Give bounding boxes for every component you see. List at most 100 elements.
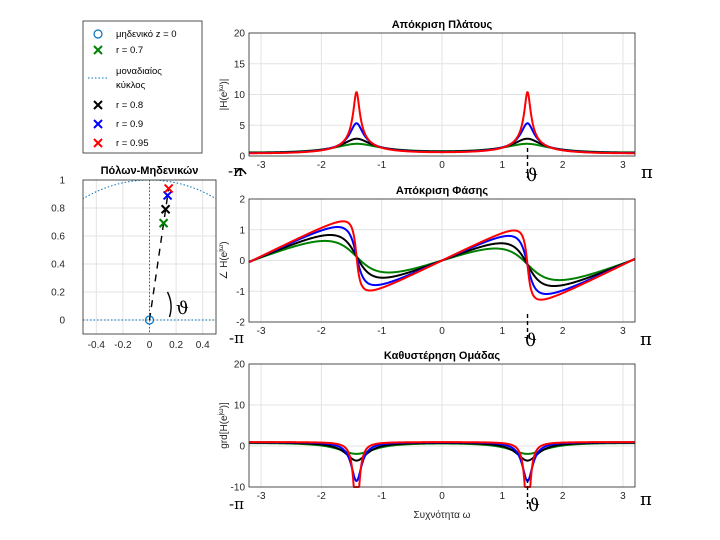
legend-item-unit-circle: μοναδιαίος κύκλος	[88, 66, 162, 91]
hand-pi-1: π	[641, 162, 653, 183]
hand-mark	[235, 168, 247, 175]
x-tick-label: 0	[439, 491, 445, 502]
y-tick-label: 1	[59, 176, 65, 187]
x-tick-label: -3	[257, 160, 266, 171]
plot-title: Απόκριση Φάσης	[396, 185, 488, 197]
hand-neg-pi-3: -π	[229, 495, 244, 513]
y-tick-label: 0.4	[51, 260, 65, 271]
legend-item-r09: r = 0.9	[93, 119, 143, 130]
phase-plot: -3 -2 -1 0 1 2 3 -2 -1 0 1 2 Απόκριση Φάσης ∠ H(ejω)	[218, 185, 636, 344]
x-tick-label: 3	[620, 160, 626, 171]
x-tick-label: -1	[377, 326, 386, 337]
x-tick-label: 2	[560, 491, 566, 502]
x-axis-label: Συχνότητα ω	[413, 509, 470, 521]
legend-label-r08: r = 0.8	[116, 100, 143, 111]
plot-frame	[248, 32, 636, 157]
y-tick-label: 15	[234, 59, 246, 70]
y-tick-label: -1	[236, 287, 245, 298]
y-tick-label: 5	[239, 121, 245, 132]
x-marker-icon	[93, 45, 103, 55]
legend-label-r09: r = 0.9	[116, 119, 143, 130]
x-tick-label: -2	[317, 326, 326, 337]
plot-frame	[248, 198, 636, 323]
series-line-r095	[248, 220, 636, 301]
x-marker-icon	[93, 100, 103, 110]
series-line-r095	[249, 91, 635, 155]
y-tick-label: 0.6	[51, 232, 65, 243]
x-tick-label: 1	[500, 326, 506, 337]
y-tick-label: 10	[234, 90, 246, 101]
x-tick-label: -2	[317, 160, 326, 171]
x-tick-label: -0.2	[114, 340, 132, 351]
plot-title: Απόκριση Πλάτους	[392, 19, 493, 31]
x-tick-label: -2	[317, 491, 326, 502]
x-tick-label: 0	[439, 326, 445, 337]
x-marker-icon	[93, 138, 103, 148]
x-tick-label: 0	[439, 160, 445, 171]
x-tick-label: 3	[620, 491, 626, 502]
legend-label-unit-circle-2: κύκλος	[116, 80, 146, 91]
hand-neg-pi-2: -π	[229, 329, 244, 347]
y-tick-label: 2	[239, 195, 245, 206]
hand-pi-2: π	[640, 329, 652, 350]
hand-theta-pz: ϑ	[176, 298, 189, 319]
y-tick-label: 10	[234, 401, 246, 412]
pole-marker-r095	[163, 183, 174, 194]
y-tick-label: 0	[59, 316, 65, 327]
y-tick-label: 1	[239, 225, 245, 236]
pole-zero-plot: -0.4 -0.2 0 0.2 0.4 0 0.2 0.4 0.6 0.8 1 Πόλων-Μηδεν…	[51, 165, 217, 351]
handwritten-annotations: -π π ϑ -π π ϑ -π π ϑ ϑ	[176, 162, 653, 516]
x-tick-label: -3	[257, 491, 266, 502]
x-tick-label: -0.4	[88, 340, 106, 351]
legend-box	[82, 20, 203, 154]
x-tick-label: 3	[620, 326, 626, 337]
legend-item-r07: r = 0.7	[93, 45, 143, 56]
y-axis-label: grd[H(ejω)]	[218, 402, 230, 449]
y-tick-label: -10	[231, 483, 246, 494]
hand-theta-3: ϑ	[527, 495, 540, 516]
y-tick-label: 0.8	[51, 204, 65, 215]
y-tick-label: 0	[239, 442, 245, 453]
y-tick-label: 0.2	[51, 288, 65, 299]
magnitude-plot: -3 -2 -1 0 1 2 3 0 5 10 15 20 Απόκριση Πλάτους |H(ejω…	[218, 19, 636, 178]
x-tick-label: 2	[560, 326, 566, 337]
plot-frame	[82, 179, 217, 335]
zero-marker	[144, 315, 155, 325]
x-tick-label: 0	[147, 340, 153, 351]
hand-neg-pi-1: -π	[228, 162, 243, 180]
x-tick-label: 1	[500, 491, 506, 502]
hand-theta-1: ϑ	[525, 165, 538, 186]
x-tick-label: -1	[377, 491, 386, 502]
legend-label-unit-circle: μοναδιαίος	[116, 66, 162, 77]
zero-marker-icon	[93, 29, 103, 39]
legend-label-r07: r = 0.7	[116, 45, 143, 56]
y-tick-label: -2	[236, 318, 245, 329]
series-line-r095	[249, 441, 635, 488]
hand-theta-2: ϑ	[524, 330, 537, 351]
x-tick-label: -3	[257, 326, 266, 337]
legend-item-r08: r = 0.8	[93, 100, 143, 111]
legend: μηδενικό z = 0 r = 0.7 μοναδιαίος κύκλος…	[82, 20, 203, 154]
legend-item-r095: r = 0.95	[93, 138, 148, 149]
plot-frame	[248, 363, 636, 488]
pole-marker-r07	[158, 218, 169, 228]
x-tick-label: 2	[560, 160, 566, 171]
x-tick-label: 0.4	[196, 340, 210, 351]
legend-label-r095: r = 0.95	[116, 138, 148, 149]
plot-title: Καθυστέρηση Ομάδας	[384, 350, 501, 362]
y-axis-label: ∠ H(ejω)	[218, 241, 230, 279]
x-tick-label: -1	[377, 160, 386, 171]
hand-pi-3: π	[640, 489, 652, 510]
y-tick-label: 0	[239, 256, 245, 267]
pole-marker-r08	[160, 204, 171, 214]
y-tick-label: 20	[234, 29, 246, 40]
theta-arc	[166, 291, 172, 318]
y-axis-label: |H(ejω)|	[218, 79, 230, 111]
y-tick-label: 0	[239, 152, 245, 163]
x-tick-label: 1	[500, 160, 506, 171]
legend-label-zero: μηδενικό z = 0	[116, 29, 177, 40]
plot-title: Πόλων-Μηδενικών	[101, 165, 199, 177]
x-tick-label: 0.2	[169, 340, 183, 351]
